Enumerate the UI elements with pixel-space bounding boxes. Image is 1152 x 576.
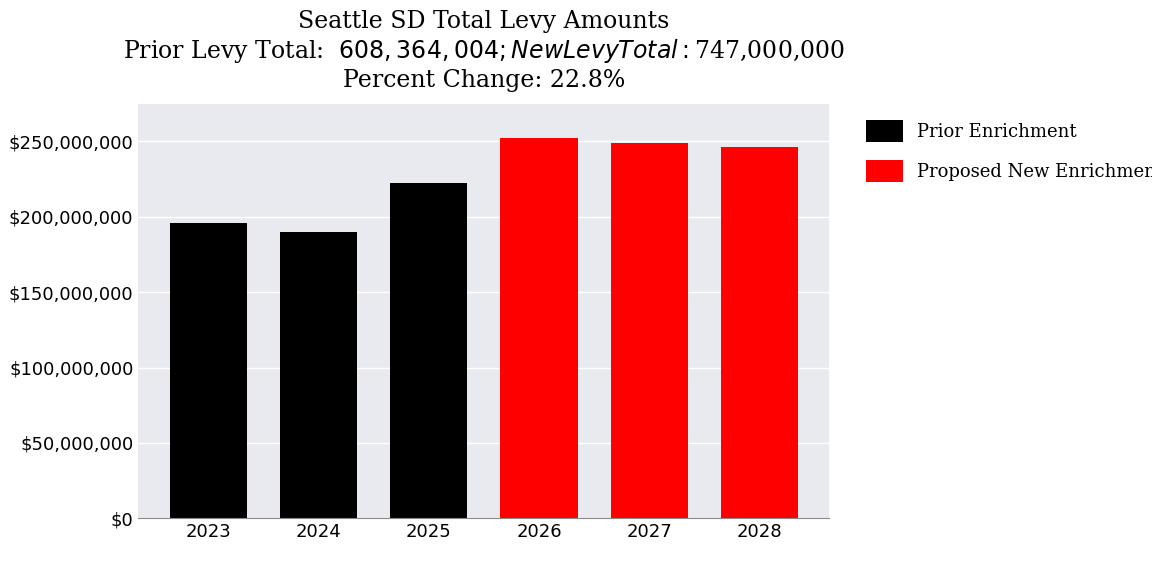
Bar xyxy=(280,232,357,518)
Bar xyxy=(391,183,468,518)
Bar xyxy=(611,143,688,518)
Title: Seattle SD Total Levy Amounts
Prior Levy Total:  $608,364,004; New Levy Total: $: Seattle SD Total Levy Amounts Prior Levy… xyxy=(123,10,844,92)
Bar xyxy=(169,223,247,518)
Bar xyxy=(500,138,577,518)
Bar xyxy=(721,147,798,518)
Legend: Prior Enrichment, Proposed New Enrichment: Prior Enrichment, Proposed New Enrichmen… xyxy=(859,113,1152,190)
